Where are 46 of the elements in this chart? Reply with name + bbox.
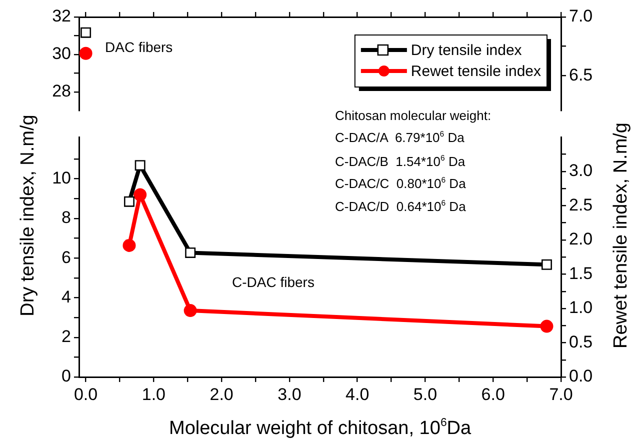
point <box>124 196 134 207</box>
point <box>134 188 147 202</box>
y-axis-title: Dry tensile index, N.m/g <box>17 114 38 316</box>
y2-axis-title: Rewet tensile index, N.m/g <box>610 122 632 348</box>
annotation: C-DAC/C 0.80*10$^{6}$ Da <box>335 175 466 190</box>
point <box>184 304 197 318</box>
y2-tick-label: 0.0 <box>569 366 593 386</box>
annotation: Chitosan molecular weight: <box>335 108 492 122</box>
x-tick-label: 3.0 <box>278 384 302 404</box>
point <box>134 160 146 171</box>
y-tick-label: 0 <box>62 366 71 386</box>
x-tick-label: 2.0 <box>210 384 234 404</box>
y2-tick-label: 2.0 <box>569 230 593 249</box>
y2-tick-label: 1.0 <box>569 298 593 318</box>
point <box>540 320 554 333</box>
y2-tick-label: 2.5 <box>569 195 593 214</box>
x-tick-label: 7.0 <box>549 384 573 404</box>
y-tick-label: 30 <box>52 44 71 64</box>
y-tick-label: 6 <box>62 248 71 267</box>
y-tick-label: 8 <box>62 208 71 228</box>
legend-label: Rewet tensile index <box>410 63 542 80</box>
y2-tick-label: 1.5 <box>569 264 593 283</box>
annotation: C-DAC/D 0.64*10$^{6}$ Da <box>335 198 466 214</box>
annotation: DAC fibers <box>105 39 173 55</box>
y-tick-label: 10 <box>52 168 71 188</box>
point <box>542 259 552 270</box>
y2-tick-label: 3.0 <box>569 161 593 180</box>
annotation: C-DAC/B 1.54*10$^{6}$ Da <box>335 153 466 168</box>
x-axis-title: Molecular weight of chitosan, 10$^{6}$Da <box>169 416 472 438</box>
y2-tick-label: 7.0 <box>569 6 593 26</box>
legend-label: Dry tensile index <box>410 42 522 60</box>
point <box>122 238 136 252</box>
y-tick-label: 28 <box>52 82 71 101</box>
y-tick-label: 32 <box>52 6 71 26</box>
y-tick-label: 4 <box>62 287 71 306</box>
y-tick-label: 2 <box>62 327 71 346</box>
point <box>185 247 196 258</box>
x-tick-label: 4.0 <box>346 384 370 404</box>
annotation: C-DAC fibers <box>232 274 314 290</box>
x-tick-label: 0.0 <box>74 384 98 404</box>
y2-tick-label: 0.5 <box>569 332 593 352</box>
x-tick-label: 1.0 <box>142 384 166 404</box>
x-tick-label: 5.0 <box>413 384 438 404</box>
annotation: C-DAC/A 6.79*10$^{6}$ Da <box>335 129 464 144</box>
y2-tick-label: 6.5 <box>569 65 593 84</box>
x-tick-label: 6.0 <box>481 384 505 404</box>
